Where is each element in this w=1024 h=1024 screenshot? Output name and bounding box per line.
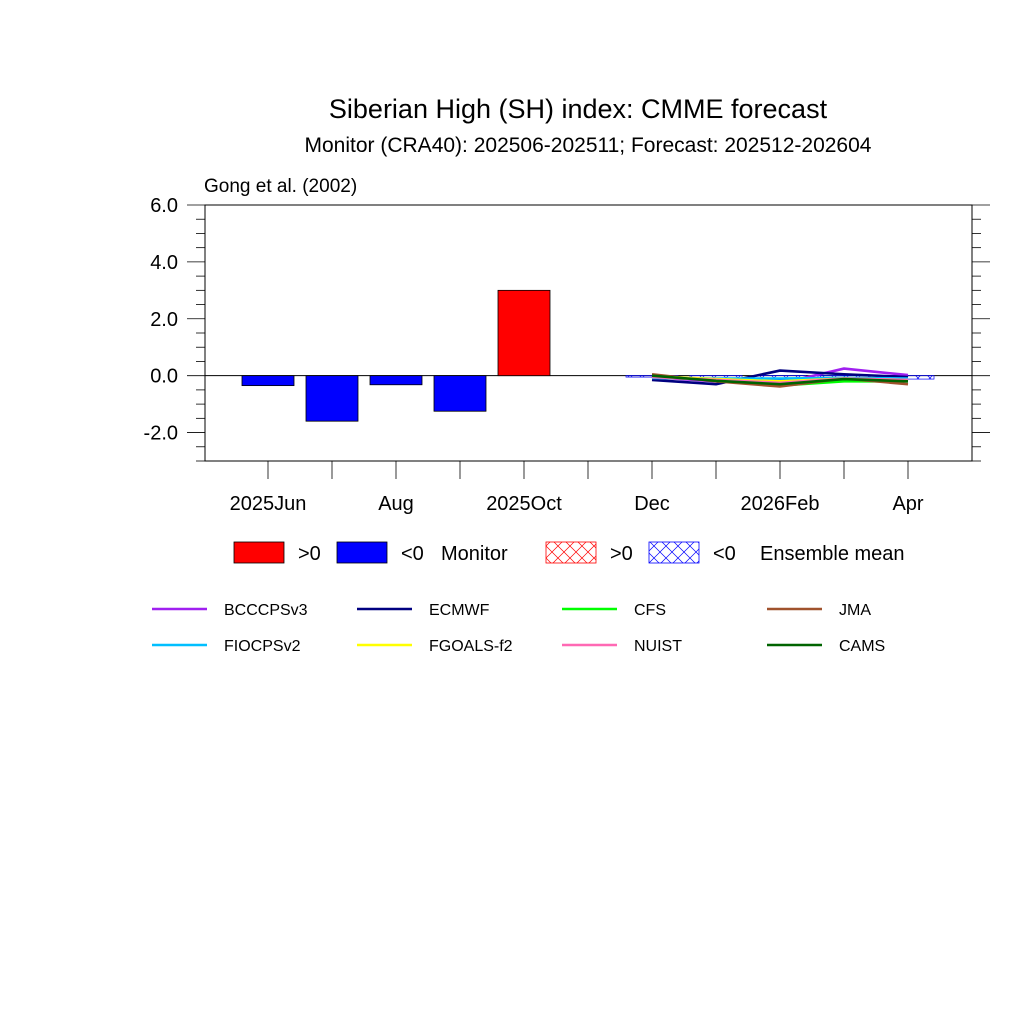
legend-ens-neg-swatch bbox=[648, 541, 700, 564]
y-tick-label: 0.0 bbox=[150, 366, 178, 388]
monitor-bar-2025-09 bbox=[433, 375, 487, 412]
y-tick-label: 4.0 bbox=[150, 252, 178, 274]
legend-label-jma: JMA bbox=[839, 602, 871, 619]
legend-monitor-pos-swatch bbox=[233, 541, 285, 564]
x-tick-label: Aug bbox=[378, 493, 414, 515]
legend-monitor-neg-swatch bbox=[336, 541, 388, 564]
monitor-bar-2025-07 bbox=[305, 375, 359, 422]
legend-label-nuist: NUIST bbox=[634, 638, 682, 655]
legend-label-cfs: CFS bbox=[634, 602, 666, 619]
monitor-bar-2025-10 bbox=[497, 289, 551, 377]
legend-ens-pos-swatch bbox=[545, 541, 597, 564]
series-line-cams bbox=[651, 374, 909, 386]
tick-layer: 6.0 4.0 2.0 0.0 -2.0 2025Jun Aug 2025Oct Dec 2026… bbox=[144, 195, 990, 515]
legend-label-bcccpsv3: BCCCPSv3 bbox=[224, 602, 308, 619]
chart-title: Siberian High (SH) index: CMME forecast bbox=[329, 94, 828, 124]
x-tick-label: 2025Jun bbox=[230, 493, 307, 515]
chart-annotation: Gong et al. (2002) bbox=[204, 176, 357, 197]
axis-layer bbox=[204, 204, 973, 462]
series-line-ecmwf bbox=[651, 369, 909, 386]
line-legend: BCCCPSv3 ECMWF CFS JMA FIOCPSv2 FGOALS-f2 NUIS… bbox=[152, 602, 885, 655]
x-tick-label: 2025Oct bbox=[486, 493, 562, 515]
y-tick-label: 6.0 bbox=[150, 195, 178, 217]
monitor-bar-2025-08 bbox=[369, 375, 423, 386]
y-tick-label: -2.0 bbox=[144, 423, 178, 445]
legend-ens-neg-label: <0 bbox=[713, 543, 736, 565]
y-tick-label: 2.0 bbox=[150, 309, 178, 331]
bar-legend: >0 <0 Monitor >0 <0 Ensemble mean bbox=[233, 541, 905, 565]
line-layer bbox=[651, 367, 909, 388]
legend-label-ecmwf: ECMWF bbox=[429, 602, 490, 619]
chart-subtitle: Monitor (CRA40): 202506-202511; Forecast… bbox=[305, 134, 872, 157]
x-tick-label: 2026Feb bbox=[741, 493, 820, 515]
legend-ens-label: Ensemble mean bbox=[760, 543, 905, 565]
legend-label-fiocpsv2: FIOCPSv2 bbox=[224, 638, 301, 655]
legend-monitor-label: Monitor bbox=[441, 543, 508, 565]
plot-frame bbox=[204, 204, 973, 462]
legend-label-cams: CAMS bbox=[839, 638, 885, 655]
legend-monitor-pos-label: >0 bbox=[298, 543, 321, 565]
legend-label-fgoals-f2: FGOALS-f2 bbox=[429, 638, 513, 655]
legend-monitor-neg-label: <0 bbox=[401, 543, 424, 565]
monitor-bar-2025-06 bbox=[241, 375, 295, 387]
legend-ens-pos-label: >0 bbox=[610, 543, 633, 565]
x-tick-label: Apr bbox=[892, 493, 923, 515]
x-tick-label: Dec bbox=[634, 493, 670, 515]
bar-layer bbox=[241, 289, 935, 422]
